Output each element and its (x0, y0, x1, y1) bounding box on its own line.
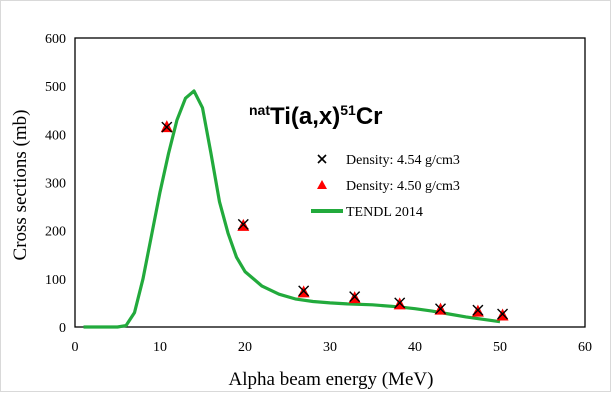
y-tick-label: 300 (45, 177, 66, 192)
y-tick-label: 200 (45, 225, 66, 240)
legend-label-density-450: Density: 4.50 g/cm3 (346, 179, 460, 194)
legend-x-marker-icon (317, 154, 327, 164)
x-data-point (435, 303, 446, 315)
reaction-suffix: Cr (356, 103, 383, 130)
reaction-sup-right: 51 (340, 102, 356, 118)
x-data-point (161, 121, 173, 133)
plot-border (74, 37, 586, 328)
legend-label-density-454: Density: 4.54 g/cm3 (346, 153, 460, 168)
legend-triangle-marker-icon (317, 180, 327, 189)
x-tick-label: 30 (323, 340, 337, 355)
x-tick-label: 0 (72, 340, 79, 355)
tendl-2014-line (83, 89, 501, 329)
x-data-point (298, 285, 310, 297)
x-axis-label: Alpha beam energy (MeV) (229, 369, 434, 390)
y-axis-label: Cross sections (mb) (10, 110, 31, 261)
reaction-sup-left: nat (249, 102, 270, 118)
y-tick-label: 100 (45, 273, 66, 288)
y-tick-label: 0 (59, 321, 66, 336)
x-tick-label: 10 (153, 340, 167, 355)
legend-item-tendl-line: TENDL 2014 (311, 205, 423, 220)
x-data-point (349, 291, 361, 303)
legend-label-tendl-2014: TENDL 2014 (346, 205, 423, 220)
reaction-annotation: natTi(a,x)51Cr (249, 102, 383, 130)
y-tick-label: 400 (45, 128, 66, 143)
y-tick-label: 600 (45, 32, 66, 47)
plot-area (74, 37, 586, 329)
x-tick-label: 20 (238, 340, 252, 355)
y-tick-label: 500 (45, 80, 66, 95)
x-tick-label: 50 (493, 340, 507, 355)
x-tick-label: 60 (578, 340, 592, 355)
legend-item-x-marker: Density: 4.54 g/cm3 (317, 153, 460, 168)
reaction-main: Ti(a,x) (270, 103, 340, 130)
x-data-point (237, 218, 249, 230)
x-tick-label: 40 (408, 340, 422, 355)
x-data-point (394, 297, 406, 309)
x-data-point (497, 308, 509, 320)
legend: Density: 4.54 g/cm3 Density: 4.50 g/cm3 … (311, 153, 460, 220)
legend-item-triangle-marker: Density: 4.50 g/cm3 (317, 179, 460, 194)
triangle-data-point (160, 120, 173, 133)
x-data-point (472, 304, 484, 316)
